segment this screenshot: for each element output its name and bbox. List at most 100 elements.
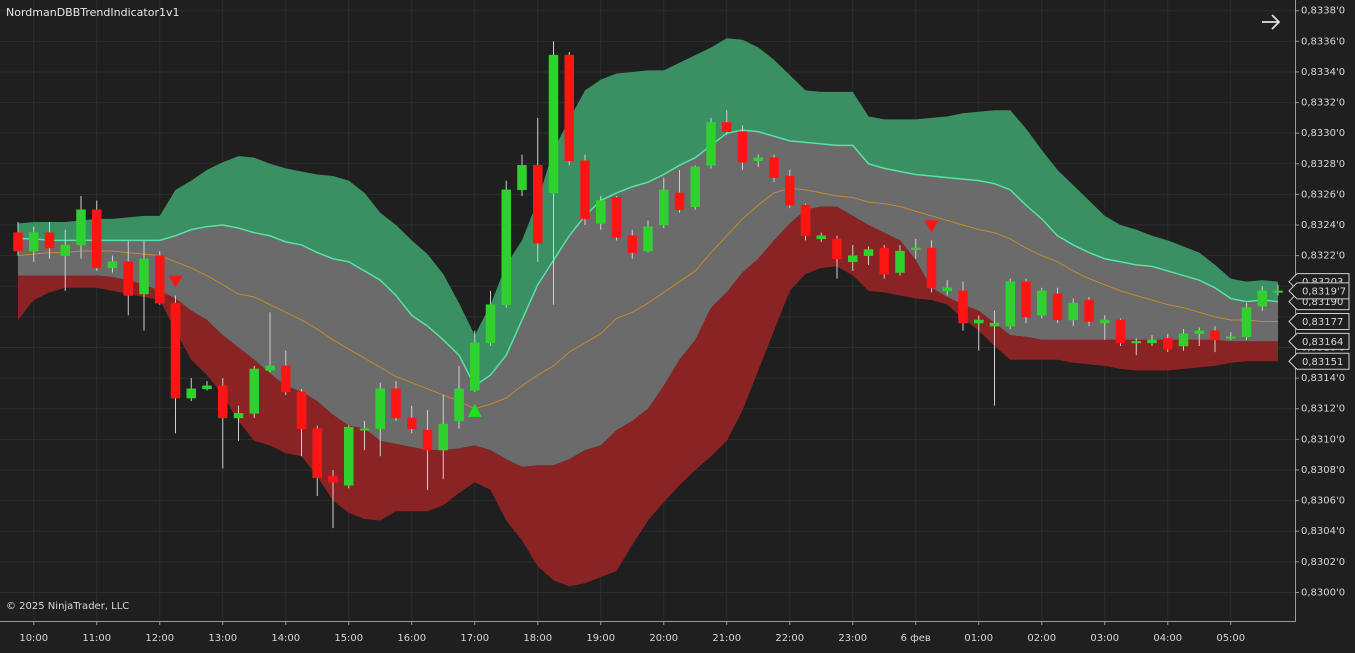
- candle-body: [706, 122, 716, 166]
- candle-body: [470, 342, 480, 391]
- candle-body: [832, 238, 842, 259]
- price-marker-box: [1288, 332, 1350, 350]
- candle-body: [359, 428, 370, 431]
- price-marker-label: 0,83177: [1302, 317, 1343, 328]
- y-tick-label: 0,8330'0: [1301, 128, 1345, 139]
- candle-body: [123, 261, 133, 296]
- candle-body: [1068, 302, 1078, 321]
- candle-body: [60, 244, 70, 256]
- upper-band-line: [18, 129, 1279, 387]
- navigate-arrow[interactable]: [1262, 14, 1281, 30]
- sell-signal: [924, 220, 939, 233]
- candle-body: [1210, 330, 1220, 341]
- y-tick-label: 0,8302'0: [1301, 557, 1345, 568]
- candle-body: [375, 388, 385, 429]
- x-tick-label: 05:00: [1216, 633, 1245, 644]
- signals: [168, 220, 939, 417]
- candle-body: [328, 475, 338, 483]
- candle-body: [958, 290, 968, 324]
- y-tick-label: 0,8304'0: [1301, 526, 1345, 537]
- candle-body: [13, 232, 23, 252]
- x-tick-label: 03:00: [1090, 633, 1119, 644]
- candle-body: [76, 209, 86, 246]
- y-tick-label: 0,8332'0: [1301, 98, 1345, 109]
- candle-body: [1115, 319, 1126, 344]
- y-tick-label: 0,8300'0: [1301, 587, 1345, 598]
- y-tick-label: 0,8334'0: [1301, 67, 1345, 78]
- candle-body: [1178, 333, 1189, 347]
- candle-body: [926, 247, 937, 289]
- candle-body: [1273, 290, 1283, 293]
- candle-body: [879, 247, 889, 275]
- candle-body: [753, 157, 763, 161]
- candle-body: [281, 365, 291, 393]
- candle-body: [643, 226, 653, 252]
- y-tick-label: 0,8310'0: [1301, 434, 1345, 445]
- candle-body: [580, 160, 590, 220]
- candle-body: [218, 385, 228, 419]
- y-tick-label: 0,8312'0: [1301, 404, 1345, 415]
- candle-body: [800, 204, 811, 237]
- candle-body: [911, 247, 921, 250]
- x-tick-label: 04:00: [1153, 633, 1182, 644]
- candle-body: [1194, 330, 1204, 334]
- labels: NordmanDBBTrendIndicator1v1 © 2025 Ninja…: [6, 6, 1281, 612]
- candle-body: [1021, 281, 1031, 318]
- candle-body: [596, 200, 606, 224]
- candle-body: [785, 175, 795, 206]
- y-tick-label: 0,8328'0: [1301, 159, 1345, 170]
- price-marker-box: [1288, 282, 1350, 300]
- candle-body: [722, 122, 732, 132]
- y-tick-label: 0,8338'0: [1301, 6, 1345, 17]
- candle-body: [989, 322, 1000, 327]
- y-tick-label: 0,8306'0: [1301, 496, 1345, 507]
- candle-body: [517, 165, 527, 191]
- x-tick-label: 18:00: [523, 633, 552, 644]
- x-tick-label: 15:00: [334, 633, 363, 644]
- x-tick-label: 17:00: [460, 633, 489, 644]
- x-tick-label: 21:00: [712, 633, 741, 644]
- price-marker-label: 0,83151: [1302, 357, 1343, 368]
- y-tick-label: 0,8322'0: [1301, 251, 1345, 262]
- x-tick-label: 19:00: [586, 633, 615, 644]
- price-marker-label: 0,8319'7: [1302, 286, 1346, 297]
- candle-body: [1100, 319, 1110, 324]
- candle-body: [737, 131, 748, 163]
- sell-signal: [168, 275, 183, 288]
- candle-body: [1241, 307, 1252, 338]
- candles: [13, 41, 1283, 529]
- candle-body: [139, 258, 149, 295]
- price-marker-label: 0,83164: [1302, 337, 1343, 348]
- candle-body: [848, 255, 858, 263]
- middle-band-area: [18, 130, 1278, 467]
- candle-body: [312, 428, 322, 478]
- candle-body: [344, 426, 354, 486]
- candle-body: [564, 54, 574, 161]
- candle-body: [611, 197, 622, 238]
- candle-body: [249, 368, 259, 414]
- candle-body: [863, 249, 874, 256]
- candle-body: [690, 166, 700, 207]
- x-tick-label: 13:00: [208, 633, 237, 644]
- x-tick-label: 14:00: [271, 633, 300, 644]
- candle-body: [1084, 299, 1094, 322]
- candle-body: [202, 385, 212, 390]
- candle-body: [895, 250, 905, 273]
- x-tick-label: 01:00: [964, 633, 993, 644]
- candle-body: [769, 157, 779, 178]
- candle-body: [233, 413, 244, 419]
- candle-body: [170, 302, 181, 399]
- candle-body: [485, 304, 496, 344]
- candle-body: [548, 54, 559, 194]
- candle-body: [1257, 290, 1267, 307]
- candle-body: [501, 189, 511, 305]
- candle-body: [1052, 293, 1063, 321]
- candle-body: [627, 235, 637, 253]
- candle-body: [1147, 339, 1157, 344]
- candle-body: [92, 209, 102, 269]
- time-axis-panel: [0, 621, 1296, 653]
- x-tick-label: 12:00: [145, 633, 174, 644]
- candle-body: [1163, 338, 1173, 350]
- candle-body: [296, 391, 307, 429]
